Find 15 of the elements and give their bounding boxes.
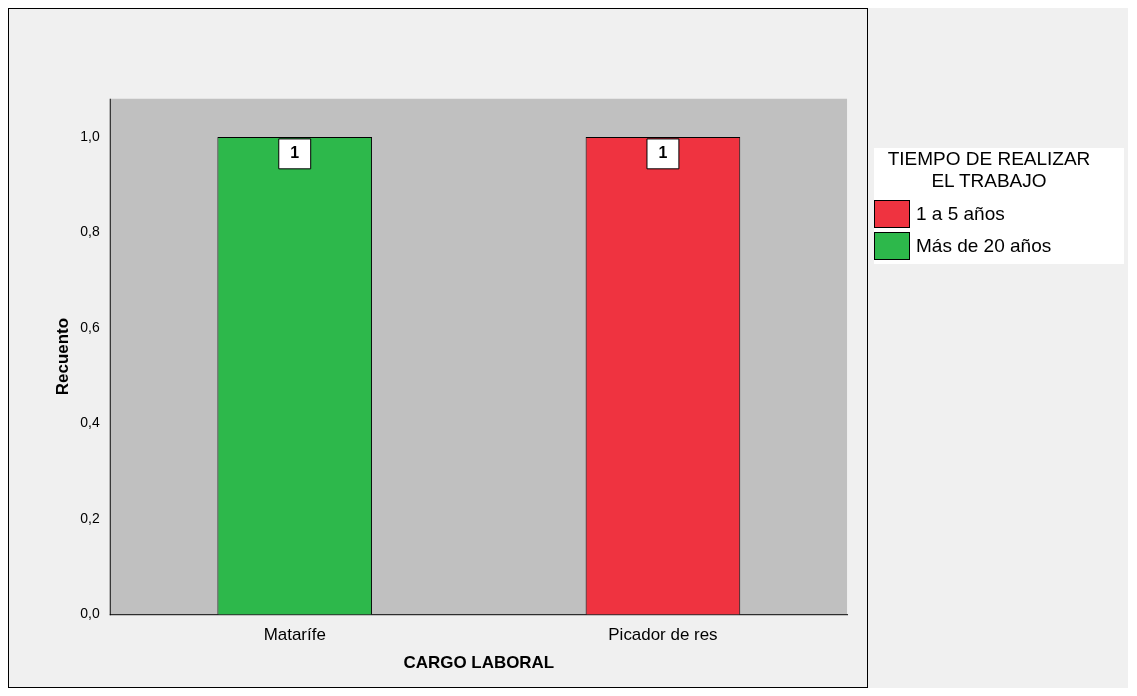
y-tick-label: 0,0 — [80, 605, 100, 622]
x-tick-label: Picador de res — [608, 625, 718, 645]
y-tick-label: 0,4 — [80, 414, 100, 431]
data-label: 1 — [290, 144, 300, 162]
x-tick-label: Matarífe — [263, 625, 326, 645]
y-tick-label: 0,6 — [80, 318, 100, 335]
y-tick-label: 0,8 — [80, 223, 100, 240]
legend-label: 1 a 5 años — [916, 203, 1005, 225]
y-tick-label: 1,0 — [80, 127, 100, 144]
x-axis-title: CARGO LABORAL — [403, 652, 555, 672]
legend-title: TIEMPO DE REALIZAR EL TRABAJO — [886, 148, 1092, 192]
legend-label: Más de 20 años — [916, 235, 1052, 257]
data-label: 1 — [658, 144, 668, 162]
y-tick-label: 0,2 — [80, 509, 100, 526]
y-axis-title: Recuento — [52, 318, 72, 396]
